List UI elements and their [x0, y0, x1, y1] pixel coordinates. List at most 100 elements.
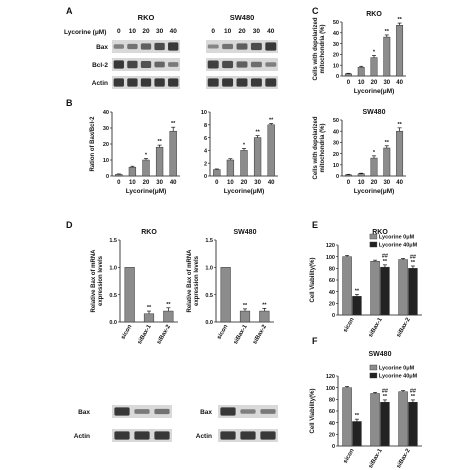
x-tick-label: sicon [120, 324, 133, 341]
chart-f: 0 20 40 60 80 100 120 SW480 Cell Viability(%) ** *… [310, 351, 422, 469]
blot-band [222, 60, 234, 69]
dose-label: 10 [129, 28, 137, 35]
bar [115, 174, 123, 177]
lycorine-header-label: Lycorine (μM) [64, 29, 106, 36]
significance-label: ** [411, 260, 416, 266]
significance-label: ** [397, 122, 402, 128]
bar [267, 124, 275, 177]
x-tick-label: 10 [358, 80, 365, 86]
dose-label: 20 [142, 28, 150, 35]
y-tick-label: 20 [329, 302, 335, 308]
y-tick-label: 40 [329, 421, 335, 427]
blot-band [236, 43, 248, 50]
x-tick-label: siBax-1 [368, 316, 384, 338]
chart-title: SW480 [369, 351, 392, 358]
y-axis-label-line: expression levels [194, 255, 200, 306]
blot-band [207, 78, 219, 87]
y-tick-label: 30 [103, 126, 109, 132]
dose-label: 0 [211, 28, 215, 35]
y-axis-label-line: expression levels [98, 255, 104, 306]
y-tick-label: 20 [103, 142, 109, 148]
y-axis-label-line: mitochondria (%) [320, 123, 326, 172]
y-tick-label: 40 [103, 110, 109, 116]
blot-band [260, 431, 276, 440]
significance-label: ## [410, 255, 416, 261]
y-tick-label: 40 [333, 129, 339, 135]
blot-band [134, 409, 150, 414]
x-tick-label: 30 [383, 180, 390, 186]
y-tick-label: 2 [204, 161, 207, 167]
bar [259, 310, 270, 323]
legend-label: Lycorine 0μM [379, 235, 415, 241]
blot-band [168, 62, 179, 67]
x-tick-label: siBax-2 [396, 316, 412, 338]
blot-band [113, 78, 124, 87]
blot-row-label: Bax [96, 44, 108, 51]
x-tick-label: 40 [268, 180, 275, 186]
chart-title: SW480 [234, 229, 257, 236]
blot-band [207, 44, 219, 49]
bar [408, 268, 418, 316]
blot-band [127, 60, 138, 69]
bar [408, 402, 418, 447]
chart-title: SW480 [363, 109, 386, 116]
dose-label: 0 [117, 28, 121, 35]
blot-band [250, 78, 262, 87]
chart-title: RKO [141, 229, 157, 236]
bar [380, 402, 390, 447]
x-tick-label: 40 [170, 180, 177, 186]
x-tick-label: 30 [383, 80, 390, 86]
significance-label: * [373, 150, 376, 156]
y-tick-label: 0 [106, 174, 109, 180]
y-tick-label: 20 [329, 433, 335, 439]
x-tick-label: 10 [227, 180, 234, 186]
y-axis-label: Relative Bax of mRNAexpression levels [187, 249, 200, 313]
significance-label: ** [243, 303, 248, 309]
blot-band [250, 42, 262, 51]
x-tick-label: 40 [396, 80, 403, 86]
y-axis-label-line: Relative Bax of mRNA [91, 249, 97, 313]
significance-label: ** [171, 121, 176, 127]
bar [253, 137, 262, 177]
y-tick-label: 0.0 [109, 320, 117, 326]
y-axis-label-line: Ration of Bax/Bcl-2 [90, 116, 96, 172]
blot-band [220, 407, 236, 416]
significance-label: ** [397, 17, 402, 23]
panel-letter-b: B [66, 98, 73, 108]
x-tick-label: 30 [254, 180, 261, 186]
y-tick-label: 10 [333, 163, 339, 169]
y-axis-label-line: Relative Bax of mRNA [187, 249, 193, 313]
significance-label: ** [385, 29, 390, 35]
bar [380, 266, 390, 316]
panel-letter-e: E [312, 220, 318, 230]
panel-letter-f: F [312, 336, 318, 346]
y-tick-label: 6 [204, 136, 207, 142]
blot-band [236, 61, 248, 68]
blot-band [168, 78, 179, 87]
y-axis-label-line: Cell Viability(%) [310, 389, 316, 434]
y-tick-label: 60 [329, 409, 335, 415]
blot-band [113, 44, 124, 49]
y-tick-label: 120 [326, 374, 335, 380]
blot-band [140, 61, 152, 68]
y-tick-label: 1.0 [205, 266, 213, 272]
y-tick-label: 60 [329, 278, 335, 284]
x-tick-label: 20 [143, 180, 150, 186]
chart-c-sw480: 0 10 20 30 40 50 SW480 Cells with depolarizedmi… [313, 109, 406, 195]
blot-band [236, 78, 248, 87]
blot-band [240, 409, 256, 414]
x-axis-label: Lycorine(μM) [354, 88, 395, 95]
y-tick-label: 80 [329, 398, 335, 404]
bar [239, 310, 251, 323]
significance-label: ** [385, 140, 390, 146]
y-tick-label: 0 [336, 174, 339, 180]
y-tick-label: 100 [326, 386, 335, 392]
significance-label: ## [382, 388, 388, 394]
x-tick-label: siBax-1 [137, 323, 153, 345]
bar [142, 159, 150, 177]
significance-label: ## [382, 253, 388, 259]
blot-band [154, 408, 170, 415]
y-tick-label: 20 [333, 53, 339, 59]
